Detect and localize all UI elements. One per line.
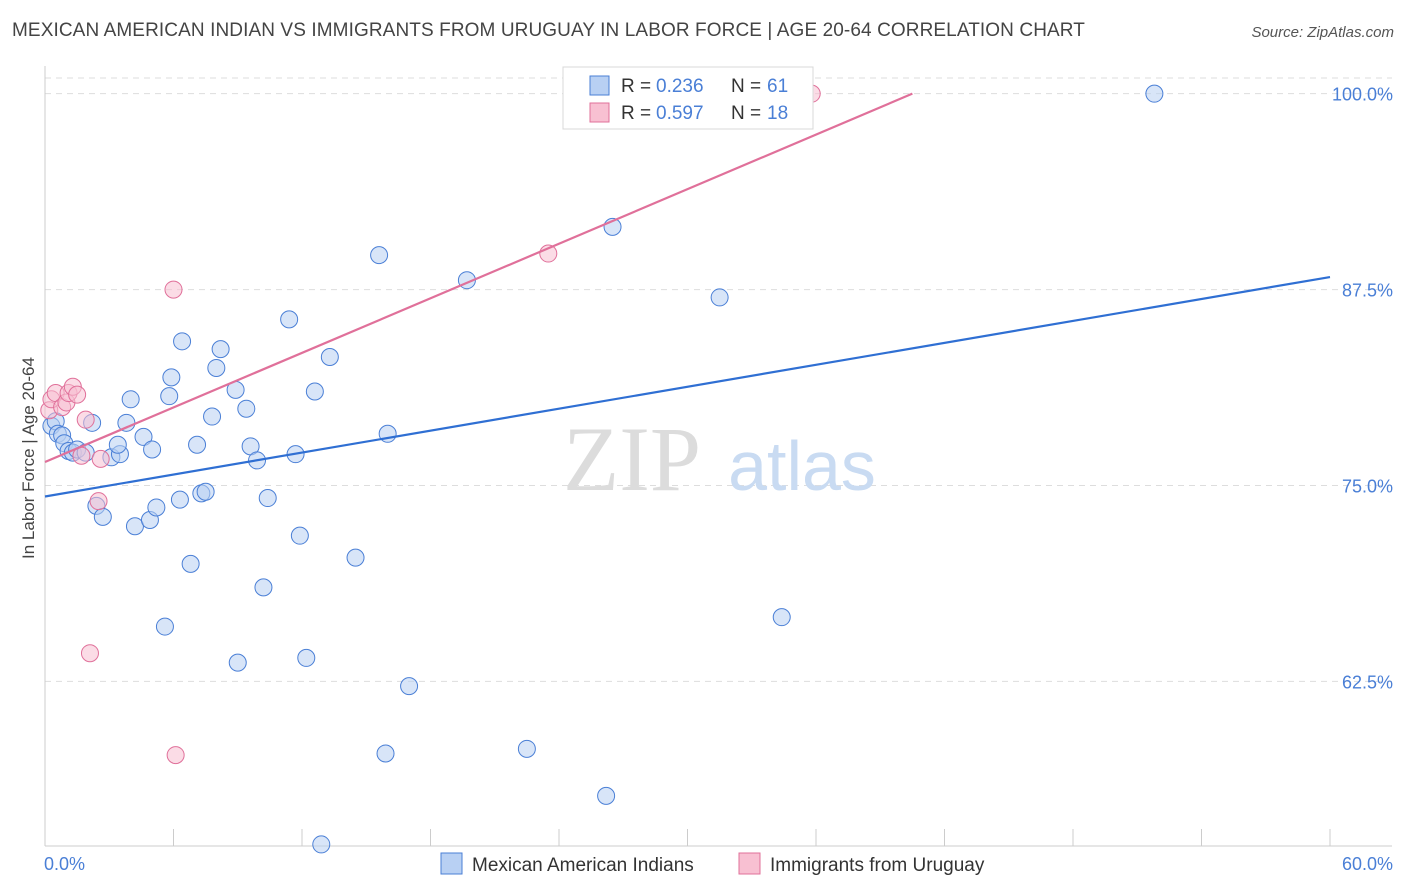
chart-title: MEXICAN AMERICAN INDIAN VS IMMIGRANTS FR… <box>12 20 1085 41</box>
series-legend-label-blue: Mexican American Indians <box>472 855 694 876</box>
data-point-blue <box>160 387 179 406</box>
data-point-blue <box>181 554 200 573</box>
data-point-blue <box>1145 84 1164 103</box>
x-tick-label-min: 0.0% <box>44 854 85 874</box>
stats-n-label-pink: N = <box>731 103 761 124</box>
stats-legend: R = 0.236 N = 61 R = 0.597 N = 18 <box>562 66 814 130</box>
data-point-blue <box>517 739 536 758</box>
data-point-blue <box>203 407 222 426</box>
data-point-blue <box>297 648 316 667</box>
data-point-blue <box>117 413 136 432</box>
data-point-pink <box>91 449 110 468</box>
data-point-pink <box>80 644 99 663</box>
data-point-blue <box>237 399 256 418</box>
stats-legend-swatch-blue <box>589 75 610 96</box>
stats-r-label-blue: R = <box>621 76 651 97</box>
series-legend: Mexican American Indians Immigrants from… <box>440 852 985 876</box>
y-axis-label: In Labor Force | Age 20-64 <box>19 357 38 559</box>
data-point-blue <box>207 358 226 377</box>
trend-line-blue <box>44 275 1331 498</box>
data-point-blue <box>710 288 729 307</box>
y-tick-label: 62.5% <box>1342 672 1393 692</box>
data-point-blue <box>170 490 189 509</box>
data-point-blue <box>254 578 273 597</box>
data-point-blue <box>155 617 174 636</box>
data-point-pink <box>68 385 87 404</box>
data-point-blue <box>370 246 389 265</box>
data-point-blue <box>400 677 419 696</box>
data-point-blue <box>772 608 791 627</box>
data-point-blue <box>376 744 395 763</box>
grid <box>45 77 1392 682</box>
data-point-blue <box>143 440 162 459</box>
series-legend-label-pink: Immigrants from Uruguay <box>770 855 985 876</box>
stats-n-label-blue: N = <box>731 76 761 97</box>
axes: 62.5% 75.0% 87.5% 100.0% <box>44 66 1393 847</box>
data-point-pink <box>89 492 108 511</box>
points-layer <box>40 84 1164 854</box>
data-point-blue <box>173 332 192 351</box>
data-point-pink <box>164 280 183 299</box>
data-point-blue <box>211 340 230 359</box>
x-tick-label-max: 60.0% <box>1342 854 1393 874</box>
data-point-blue <box>125 517 144 536</box>
trend-line-pink <box>44 92 913 464</box>
data-point-blue <box>162 368 181 387</box>
series-legend-swatch-pink <box>738 852 761 875</box>
series-legend-swatch-blue <box>440 852 463 875</box>
data-point-blue <box>280 310 299 329</box>
data-point-blue <box>93 507 112 526</box>
data-point-blue <box>597 786 616 805</box>
data-point-blue <box>312 835 331 854</box>
watermark-atlas: atlas <box>728 427 876 505</box>
data-point-blue <box>134 427 153 446</box>
stats-n-value-blue: 61 <box>767 76 788 97</box>
data-point-blue <box>196 482 215 501</box>
trend-lines <box>44 92 1331 498</box>
data-point-blue <box>290 526 309 545</box>
data-point-blue <box>320 347 339 366</box>
stats-r-value-blue: 0.236 <box>656 76 704 97</box>
data-point-blue <box>108 435 127 454</box>
data-point-blue <box>147 498 166 517</box>
data-point-blue <box>188 435 207 454</box>
source-label: Source: ZipAtlas.com <box>1251 24 1394 41</box>
data-point-blue <box>258 489 277 508</box>
stats-n-value-pink: 18 <box>767 103 788 124</box>
data-point-blue <box>228 653 247 672</box>
data-point-blue <box>121 390 140 409</box>
data-point-pink <box>76 410 95 429</box>
y-tick-label: 100.0% <box>1332 85 1393 105</box>
watermark-zip: ZIP <box>563 408 701 510</box>
y-tick-label: 75.0% <box>1342 477 1393 497</box>
data-point-pink <box>166 746 185 765</box>
data-point-blue <box>305 382 324 401</box>
y-tick-label: 87.5% <box>1342 281 1393 301</box>
stats-r-value-pink: 0.597 <box>656 103 704 124</box>
stats-legend-swatch-pink <box>589 102 610 123</box>
watermark: ZIP atlas <box>563 408 876 510</box>
data-point-blue <box>346 548 365 567</box>
stats-r-label-pink: R = <box>621 103 651 124</box>
